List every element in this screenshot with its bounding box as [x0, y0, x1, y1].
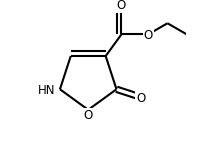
Text: O: O — [136, 92, 145, 105]
Text: O: O — [84, 109, 93, 122]
Text: O: O — [144, 29, 153, 42]
Text: O: O — [117, 0, 126, 12]
Text: HN: HN — [38, 84, 56, 97]
